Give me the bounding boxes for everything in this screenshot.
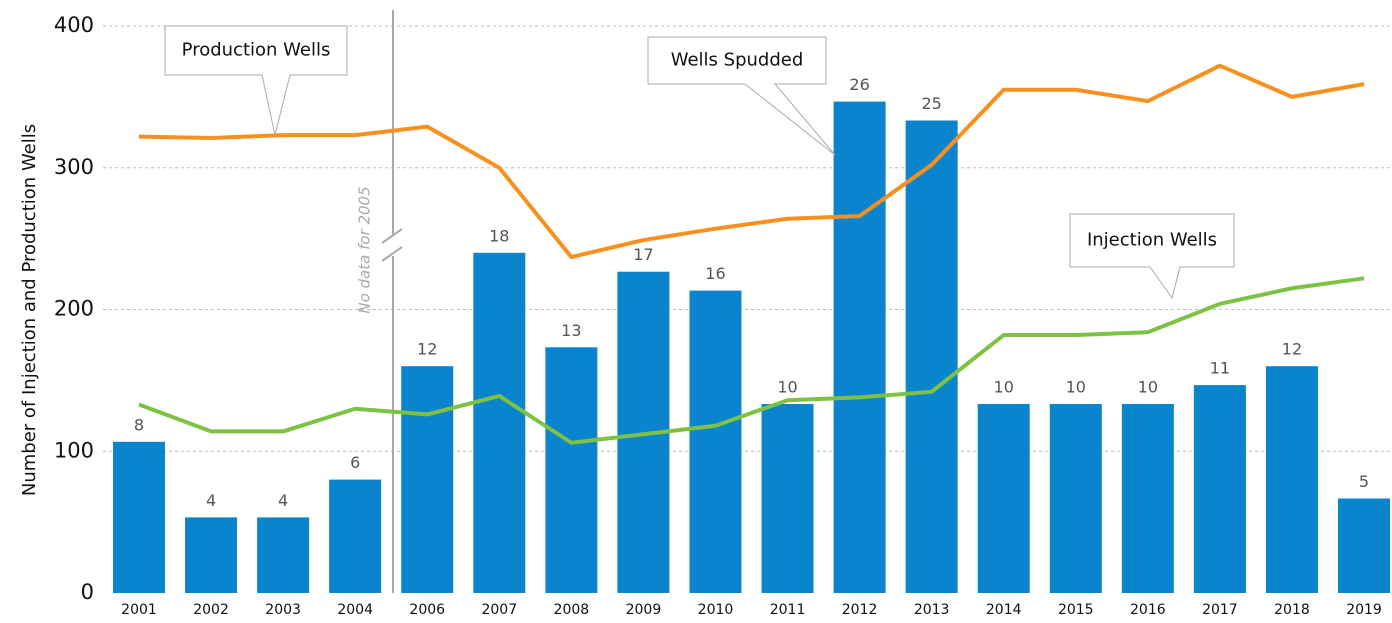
data-label: 10 (1138, 378, 1158, 397)
bar (545, 347, 598, 593)
line (138, 276, 1365, 445)
data-label: 18 (489, 226, 509, 245)
data-label: 11 (1210, 359, 1230, 378)
y-tick-label: 100 (54, 438, 94, 462)
bar (1121, 404, 1174, 593)
data-label: 4 (206, 491, 216, 510)
data-label: 12 (1282, 340, 1302, 359)
bar (1338, 498, 1391, 593)
bar (833, 101, 886, 593)
bar (329, 479, 382, 593)
data-label: 6 (350, 453, 360, 472)
callout-box (164, 25, 348, 136)
callout-box (1069, 213, 1235, 300)
data-label: 5 (1359, 472, 1369, 491)
x-tick-label: 2012 (842, 602, 878, 618)
legend-label: Injection Wells (1087, 230, 1217, 251)
x-tick-label: 2003 (265, 602, 301, 618)
data-label: 26 (849, 75, 869, 94)
bar (905, 120, 958, 593)
annotation: No data for 2005 (356, 186, 374, 313)
bar (401, 366, 454, 593)
data-label: 10 (777, 378, 797, 397)
x-tick-label: 2013 (914, 602, 950, 618)
x-tick-label: 2004 (337, 602, 373, 618)
axis-break (381, 246, 403, 262)
bar (257, 517, 310, 593)
x-tick-label: 2017 (1202, 602, 1238, 618)
data-label: 12 (417, 340, 437, 359)
x-tick-label: 2016 (1130, 602, 1166, 618)
y-tick-label: 0 (81, 580, 94, 604)
data-label: 4 (278, 491, 288, 510)
x-tick-label: 2008 (554, 602, 590, 618)
bar (113, 441, 165, 593)
x-tick-label: 2014 (986, 602, 1022, 618)
x-tick-label: 2010 (698, 602, 734, 618)
x-tick-label: 2006 (409, 602, 445, 618)
x-tick-label: 2009 (626, 602, 662, 618)
legend-label: Production Wells (182, 40, 331, 61)
data-label: 17 (633, 245, 653, 264)
line (138, 63, 1365, 260)
x-tick-label: 2018 (1274, 602, 1310, 618)
data-label: 16 (705, 264, 725, 283)
bar (185, 517, 238, 593)
x-tick-label: 2001 (121, 602, 157, 618)
x-tick-label: 2002 (193, 602, 229, 618)
x-tick-label: 2007 (481, 602, 517, 618)
bar (689, 290, 742, 593)
y-axis-label: Number of Injection and Production Wells (19, 124, 40, 496)
axis-break (381, 228, 403, 244)
bar (977, 404, 1030, 593)
legend-label: Wells Spudded (671, 50, 804, 71)
x-tick-label: 2011 (770, 602, 806, 618)
callout-box (647, 36, 836, 156)
bar (473, 252, 526, 594)
data-label: 25 (921, 94, 941, 113)
bar (761, 404, 814, 593)
x-tick-label: 2015 (1058, 602, 1094, 618)
data-label: 10 (994, 378, 1014, 397)
y-tick-label: 400 (54, 13, 94, 37)
x-tick-label: 2019 (1346, 602, 1382, 618)
data-label: 10 (1066, 378, 1086, 397)
bar (1193, 385, 1246, 593)
y-tick-label: 200 (54, 297, 94, 321)
data-label: 8 (134, 415, 144, 434)
bar (1049, 404, 1102, 593)
data-label: 13 (561, 321, 581, 340)
y-tick-label: 300 (54, 155, 94, 179)
bar (1265, 366, 1318, 593)
